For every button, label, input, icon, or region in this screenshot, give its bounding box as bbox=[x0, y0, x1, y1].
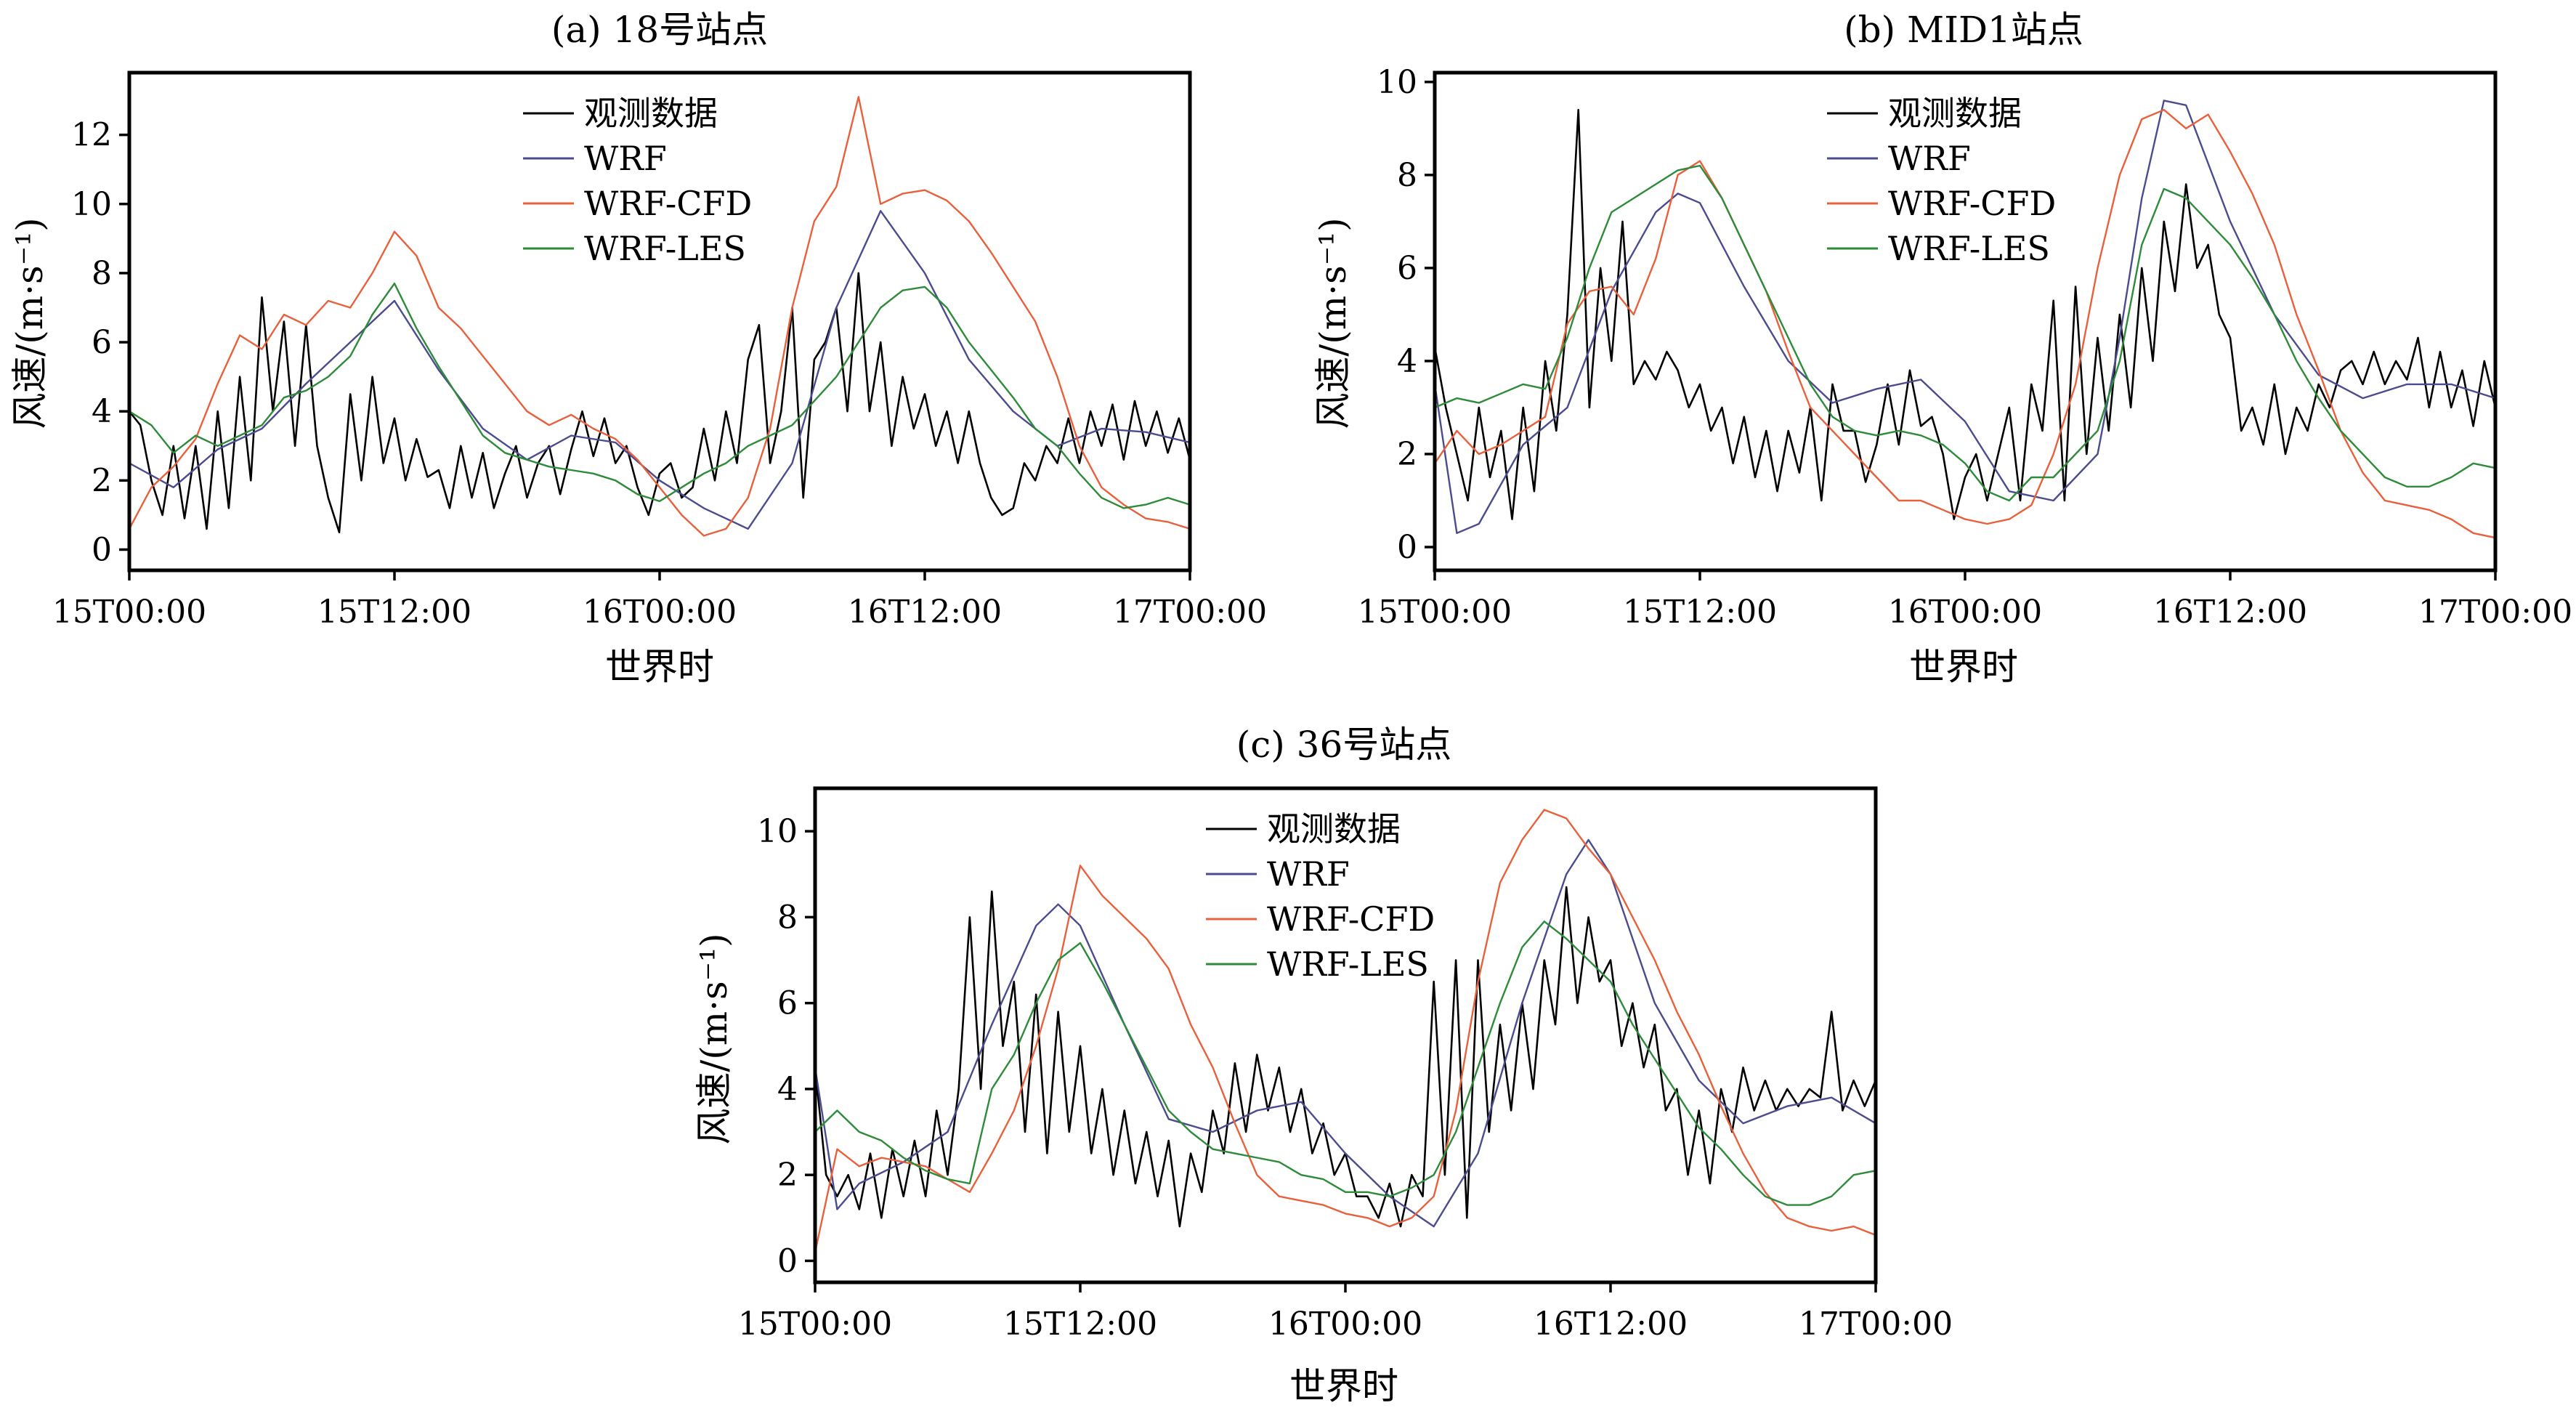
panel-c-xlabel: 世界时 bbox=[1289, 1365, 1398, 1407]
series-line-2 bbox=[129, 210, 1191, 530]
x-tick-label: 15T00:00 bbox=[738, 1306, 892, 1343]
series-line-3 bbox=[814, 809, 1876, 1253]
panel-a-plot: 15T00:00 15T12:00 16T00:00 16T12:00 17T00:00… bbox=[52, 70, 1267, 631]
panel-b-title: (b) MID1站点 bbox=[1844, 9, 2083, 51]
series-line-4 bbox=[1434, 164, 2496, 502]
x-tick-label: 15T12:00 bbox=[1623, 594, 1777, 631]
legend: 观测数据 WRF WRF-CFD WRF-LES bbox=[1827, 94, 2056, 268]
legend-label: WRF bbox=[1888, 139, 1971, 178]
legend-label: WRF-LES bbox=[584, 229, 746, 268]
panel-c: (c) 36号站点 世界时 风速/(m·s⁻¹) 15T00:00 15T12:0… bbox=[693, 724, 1953, 1407]
y-tick-label: 8 bbox=[92, 255, 112, 292]
panel-b: (b) MID1站点 世界时 风速/(m·s⁻¹) 15T00:00 15T12:… bbox=[1312, 9, 2572, 688]
x-tick-label: 15T12:00 bbox=[317, 594, 471, 631]
y-tick-label: 12 bbox=[71, 117, 112, 154]
legend: 观测数据 WRF WRF-CFD WRF-LES bbox=[1206, 809, 1435, 984]
legend-label: 观测数据 bbox=[1888, 94, 2022, 133]
series-line-3 bbox=[128, 96, 1191, 537]
legend-label: WRF-CFD bbox=[1888, 184, 2056, 223]
legend-label: WRF bbox=[584, 139, 667, 178]
panel-a-ylabel: 风速/(m·s⁻¹) bbox=[9, 217, 51, 429]
legend-label: 观测数据 bbox=[584, 94, 718, 133]
panel-a-title: (a) 18号站点 bbox=[551, 9, 768, 51]
x-tick-label: 16T00:00 bbox=[1888, 594, 2042, 631]
legend-label: WRF-CFD bbox=[1267, 899, 1435, 939]
series-line-2 bbox=[814, 838, 1876, 1228]
y-tick-label: 0 bbox=[777, 1242, 798, 1279]
y-tick-label: 6 bbox=[1397, 250, 1417, 287]
y-tick-label: 0 bbox=[92, 531, 112, 568]
series-line-2 bbox=[1433, 100, 2496, 534]
panel-b-plot: 15T00:00 15T12:00 16T00:00 16T12:00 17T00:00… bbox=[1358, 64, 2572, 631]
panel-a: (a) 18号站点 世界时 风速/(m·s⁻¹) 15T00:00 15T12:0… bbox=[9, 9, 1267, 688]
y-tick-label: 8 bbox=[777, 899, 798, 936]
panel-c-ylabel: 风速/(m·s⁻¹) bbox=[693, 933, 735, 1144]
legend-label: WRF-CFD bbox=[584, 184, 752, 223]
series-line-1 bbox=[1433, 108, 2497, 520]
legend: 观测数据 WRF WRF-CFD WRF-LES bbox=[523, 94, 752, 268]
x-tick-label: 16T00:00 bbox=[583, 594, 737, 631]
x-tick-label: 16T12:00 bbox=[848, 594, 1002, 631]
legend-label: WRF bbox=[1267, 854, 1350, 894]
y-tick-label: 8 bbox=[1397, 157, 1417, 194]
y-tick-label: 2 bbox=[92, 462, 112, 499]
x-tick-label: 17T00:00 bbox=[2418, 594, 2572, 631]
legend-label: 观测数据 bbox=[1267, 809, 1401, 849]
series-line-4 bbox=[129, 283, 1191, 509]
y-tick-label: 4 bbox=[1397, 343, 1417, 380]
legend-label: WRF-LES bbox=[1267, 944, 1429, 984]
y-tick-label: 6 bbox=[777, 985, 798, 1022]
x-tick-label: 15T00:00 bbox=[52, 594, 206, 631]
panel-a-xlabel: 世界时 bbox=[605, 646, 714, 688]
panel-c-title: (c) 36号站点 bbox=[1236, 724, 1452, 766]
panel-b-xlabel: 世界时 bbox=[1909, 646, 2018, 688]
x-tick-label: 15T00:00 bbox=[1358, 594, 1512, 631]
x-tick-label: 16T12:00 bbox=[2153, 594, 2307, 631]
x-tick-label: 17T00:00 bbox=[1799, 1306, 1953, 1343]
x-tick-label: 15T12:00 bbox=[1003, 1306, 1157, 1343]
y-tick-label: 2 bbox=[1397, 436, 1417, 473]
x-tick-label: 16T12:00 bbox=[1534, 1306, 1688, 1343]
y-tick-label: 2 bbox=[777, 1157, 798, 1194]
y-tick-label: 4 bbox=[92, 393, 112, 430]
x-tick-label: 16T00:00 bbox=[1268, 1306, 1422, 1343]
y-tick-label: 4 bbox=[777, 1071, 798, 1108]
y-tick-label: 6 bbox=[92, 324, 112, 361]
y-tick-label: 10 bbox=[757, 813, 798, 850]
y-tick-label: 10 bbox=[1377, 64, 1417, 101]
panel-b-ylabel: 风速/(m·s⁻¹) bbox=[1312, 217, 1354, 429]
series-line-4 bbox=[814, 921, 1876, 1206]
y-tick-label: 10 bbox=[71, 186, 112, 223]
series-line-3 bbox=[1434, 109, 2496, 539]
y-tick-label: 0 bbox=[1397, 529, 1417, 566]
panel-c-plot: 15T00:00 15T12:00 16T00:00 16T12:00 17T00:00… bbox=[738, 786, 1953, 1343]
legend-label: WRF-LES bbox=[1888, 229, 2050, 268]
x-tick-label: 17T00:00 bbox=[1113, 594, 1267, 631]
